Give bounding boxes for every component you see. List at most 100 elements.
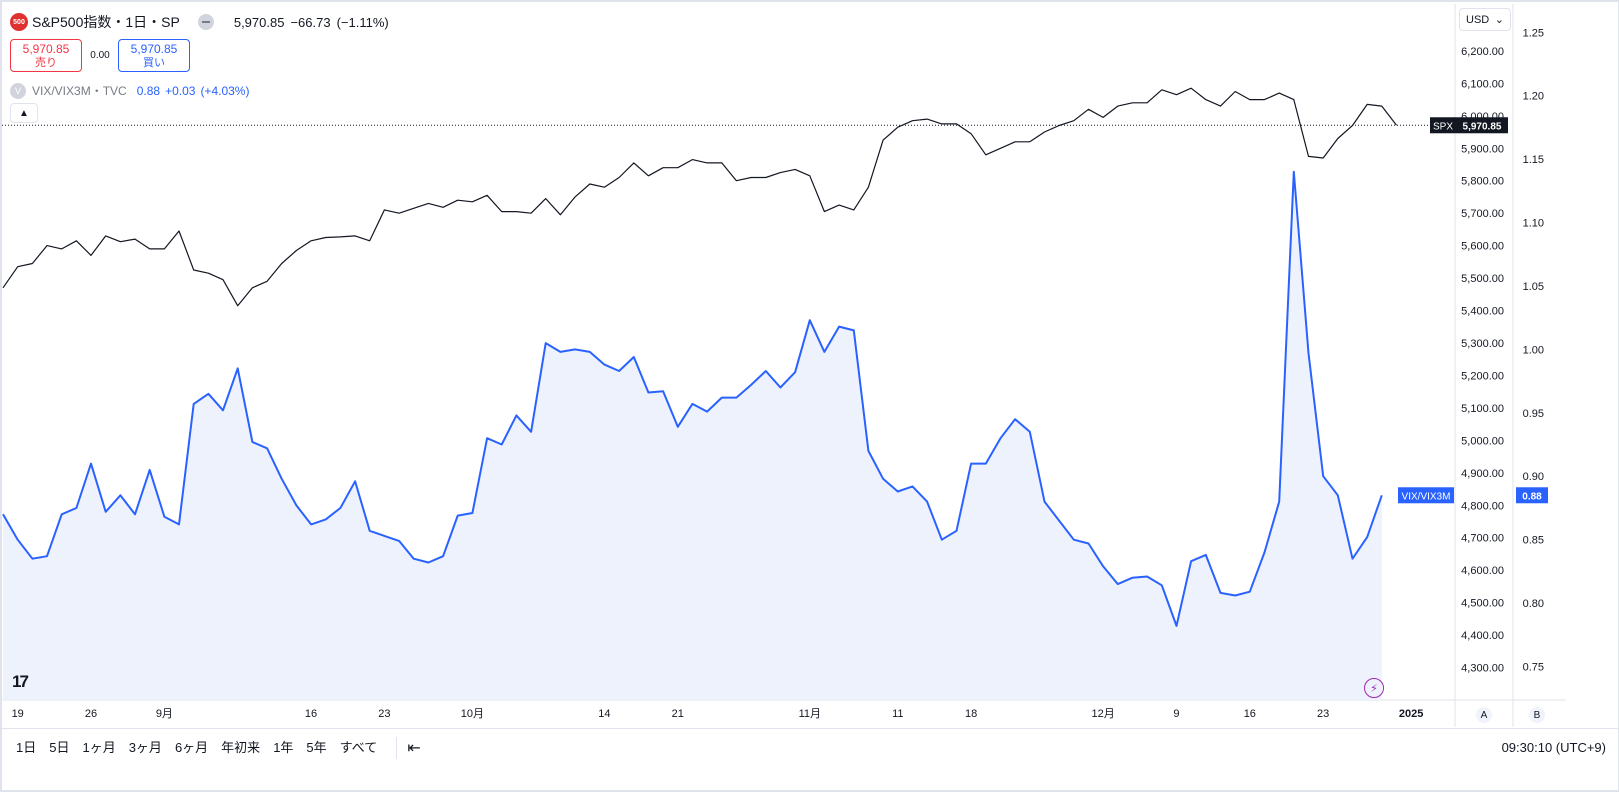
price-tick-label: 4,300.00 xyxy=(1461,663,1504,675)
vix-tick-label: 1.20 xyxy=(1523,91,1544,103)
vix-price-label: VIX/VIX3M 0.88 xyxy=(1398,487,1548,504)
goto-date-icon[interactable]: ⇤ xyxy=(396,736,421,759)
time-axis: 19 26 9月 16 23 10月 14 21 11月 11 18 12月 9 16 23 2025 xyxy=(12,708,1424,720)
buy-price: 5,970.85 xyxy=(130,41,178,56)
spx-name-label: SPX xyxy=(1433,121,1453,132)
vix-legend: V VIX/VIX3M・TVC 0.88 +0.03 (+4.03%) xyxy=(10,82,254,99)
spx-symbol-icon[interactable]: 500 xyxy=(10,13,28,31)
price-tick-label: 4,500.00 xyxy=(1461,598,1504,610)
trade-buttons: 5,970.85 売り 0.00 5,970.85 買い xyxy=(10,39,190,72)
time-tick-label: 26 xyxy=(85,708,97,720)
sell-button[interactable]: 5,970.85 売り xyxy=(10,39,82,72)
price-tick-label: 5,800.00 xyxy=(1461,176,1504,188)
time-tick-label: 21 xyxy=(672,708,684,720)
time-tick-label: 23 xyxy=(1317,708,1329,720)
vix-name-tag xyxy=(1398,487,1454,504)
vix-change-pct: (+4.03%) xyxy=(200,83,250,98)
vix-value-label: 0.88 xyxy=(1522,491,1542,502)
vix-tick-label: 0.80 xyxy=(1523,598,1544,610)
spx-name-tag xyxy=(1430,117,1456,134)
price-tick-label: 5,500.00 xyxy=(1461,273,1504,285)
price-tick-label: 6,200.00 xyxy=(1461,46,1504,58)
vix-change: +0.03 xyxy=(165,83,196,98)
vix-title[interactable]: VIX/VIX3M・TVC xyxy=(32,84,127,98)
time-tick-label: 19 xyxy=(12,708,24,720)
chevron-up-icon: ▲ xyxy=(19,107,29,119)
time-tick-label: 2025 xyxy=(1399,708,1423,720)
spread-value: 0.00 xyxy=(90,50,110,61)
currency-select[interactable]: USD ⌄ xyxy=(1459,8,1511,31)
vix-value-tag xyxy=(1516,487,1548,504)
spx-change-pct: (−1.11%) xyxy=(336,14,389,30)
time-tick-label: 9 xyxy=(1173,708,1179,720)
time-tick-label: 11 xyxy=(892,708,903,720)
scale-a-button[interactable]: A xyxy=(1476,707,1492,723)
vix-tick-label: 1.25 xyxy=(1523,27,1544,39)
price-tick-label: 4,600.00 xyxy=(1461,565,1504,577)
spx-price-label: SPX 5,970.85 xyxy=(1430,117,1508,134)
scale-b-button[interactable]: B xyxy=(1529,707,1545,723)
range-3m-button[interactable]: 3ヶ月 xyxy=(128,739,162,755)
time-tick-label: 16 xyxy=(305,708,317,720)
bottom-toolbar: 1日 5日 1ヶ月 3ヶ月 6ヶ月 年初来 1年 5年 すべて ⇤ 09:30:… xyxy=(2,728,1618,766)
price-tick-label: 5,900.00 xyxy=(1461,143,1504,155)
spx-value-label: 5,970.85 xyxy=(1463,121,1502,132)
price-tick-label: 5,300.00 xyxy=(1461,338,1504,350)
vix-tick-label: 0.75 xyxy=(1523,662,1544,674)
price-tick-label: 5,700.00 xyxy=(1461,208,1504,220)
vix-name-label: VIX/VIX3M xyxy=(1402,491,1451,502)
price-tick-label: 5,100.00 xyxy=(1461,403,1504,415)
price-tick-label: 4,700.00 xyxy=(1461,533,1504,545)
price-tick-label: 4,800.00 xyxy=(1461,500,1504,512)
clock-timezone[interactable]: 09:30:10 (UTC+9) xyxy=(1501,740,1606,755)
sell-price: 5,970.85 xyxy=(22,41,70,56)
collapse-legend-button[interactable]: ▲ xyxy=(10,103,38,123)
currency-label: USD xyxy=(1466,13,1490,26)
vix-tick-label: 1.10 xyxy=(1523,218,1544,230)
vix-series-line xyxy=(2,170,1383,627)
price-tick-label: 5,600.00 xyxy=(1461,241,1504,253)
sell-label: 売り xyxy=(35,56,57,69)
range-1m-button[interactable]: 1ヶ月 xyxy=(82,739,116,755)
symbol-title[interactable]: S&P500指数・1日・SP xyxy=(32,14,180,30)
range-1d-button[interactable]: 1日 xyxy=(16,739,37,755)
price-tick-label: 5,200.00 xyxy=(1461,370,1504,382)
vix-tick-label: 1.05 xyxy=(1523,281,1544,293)
vix-tick-label: 0.90 xyxy=(1523,471,1544,483)
price-axis-right: 0.75 0.80 0.85 0.90 0.95 1.00 1.05 1.10 1.15 1.20… xyxy=(1523,27,1544,673)
range-ytd-button[interactable]: 年初来 xyxy=(221,739,261,755)
main-legend: 500 S&P500指数・1日・SP 5,970.85 −66.73 (−1.1… xyxy=(10,12,395,32)
buy-label: 買い xyxy=(143,56,165,69)
lightning-icon[interactable]: ⚡ xyxy=(1364,678,1384,698)
time-tick-label: 23 xyxy=(378,708,390,720)
spx-series-line xyxy=(2,87,1397,307)
time-tick-label: 11月 xyxy=(799,708,821,720)
spx-change: −66.73 xyxy=(290,14,331,30)
time-tick-label: 10月 xyxy=(461,708,484,720)
time-tick-label: 14 xyxy=(598,708,610,720)
range-all-button[interactable]: すべて xyxy=(339,739,378,755)
plot-area xyxy=(2,87,1454,700)
range-5d-button[interactable]: 5日 xyxy=(49,739,70,755)
time-tick-label: 18 xyxy=(965,708,977,720)
time-tick-label: 9月 xyxy=(156,708,173,720)
price-axis-left: 4,300.00 4,400.00 4,500.00 4,600.00 4,700.00… xyxy=(1461,46,1504,675)
hide-series-icon[interactable] xyxy=(197,14,214,30)
vix-tick-label: 0.85 xyxy=(1523,535,1544,547)
range-1y-button[interactable]: 1年 xyxy=(273,739,294,755)
time-tick-label: 12月 xyxy=(1092,708,1115,720)
price-tick-label: 6,100.00 xyxy=(1461,78,1504,90)
range-6m-button[interactable]: 6ヶ月 xyxy=(174,739,209,755)
price-tick-label: 4,900.00 xyxy=(1461,468,1504,480)
vix-last-value: 0.88 xyxy=(136,83,161,98)
range-5y-button[interactable]: 5年 xyxy=(306,739,327,755)
vix-tick-label: 0.95 xyxy=(1523,408,1544,420)
tradingview-logo[interactable]: 17 xyxy=(12,672,29,691)
price-tick-label: 4,400.00 xyxy=(1461,630,1504,642)
buy-button[interactable]: 5,970.85 買い xyxy=(118,39,190,72)
vix-tick-label: 1.15 xyxy=(1523,154,1544,166)
price-tick-label: 5,400.00 xyxy=(1461,306,1504,318)
vix-symbol-icon[interactable]: V xyxy=(10,82,26,99)
time-tick-label: 16 xyxy=(1244,708,1256,720)
